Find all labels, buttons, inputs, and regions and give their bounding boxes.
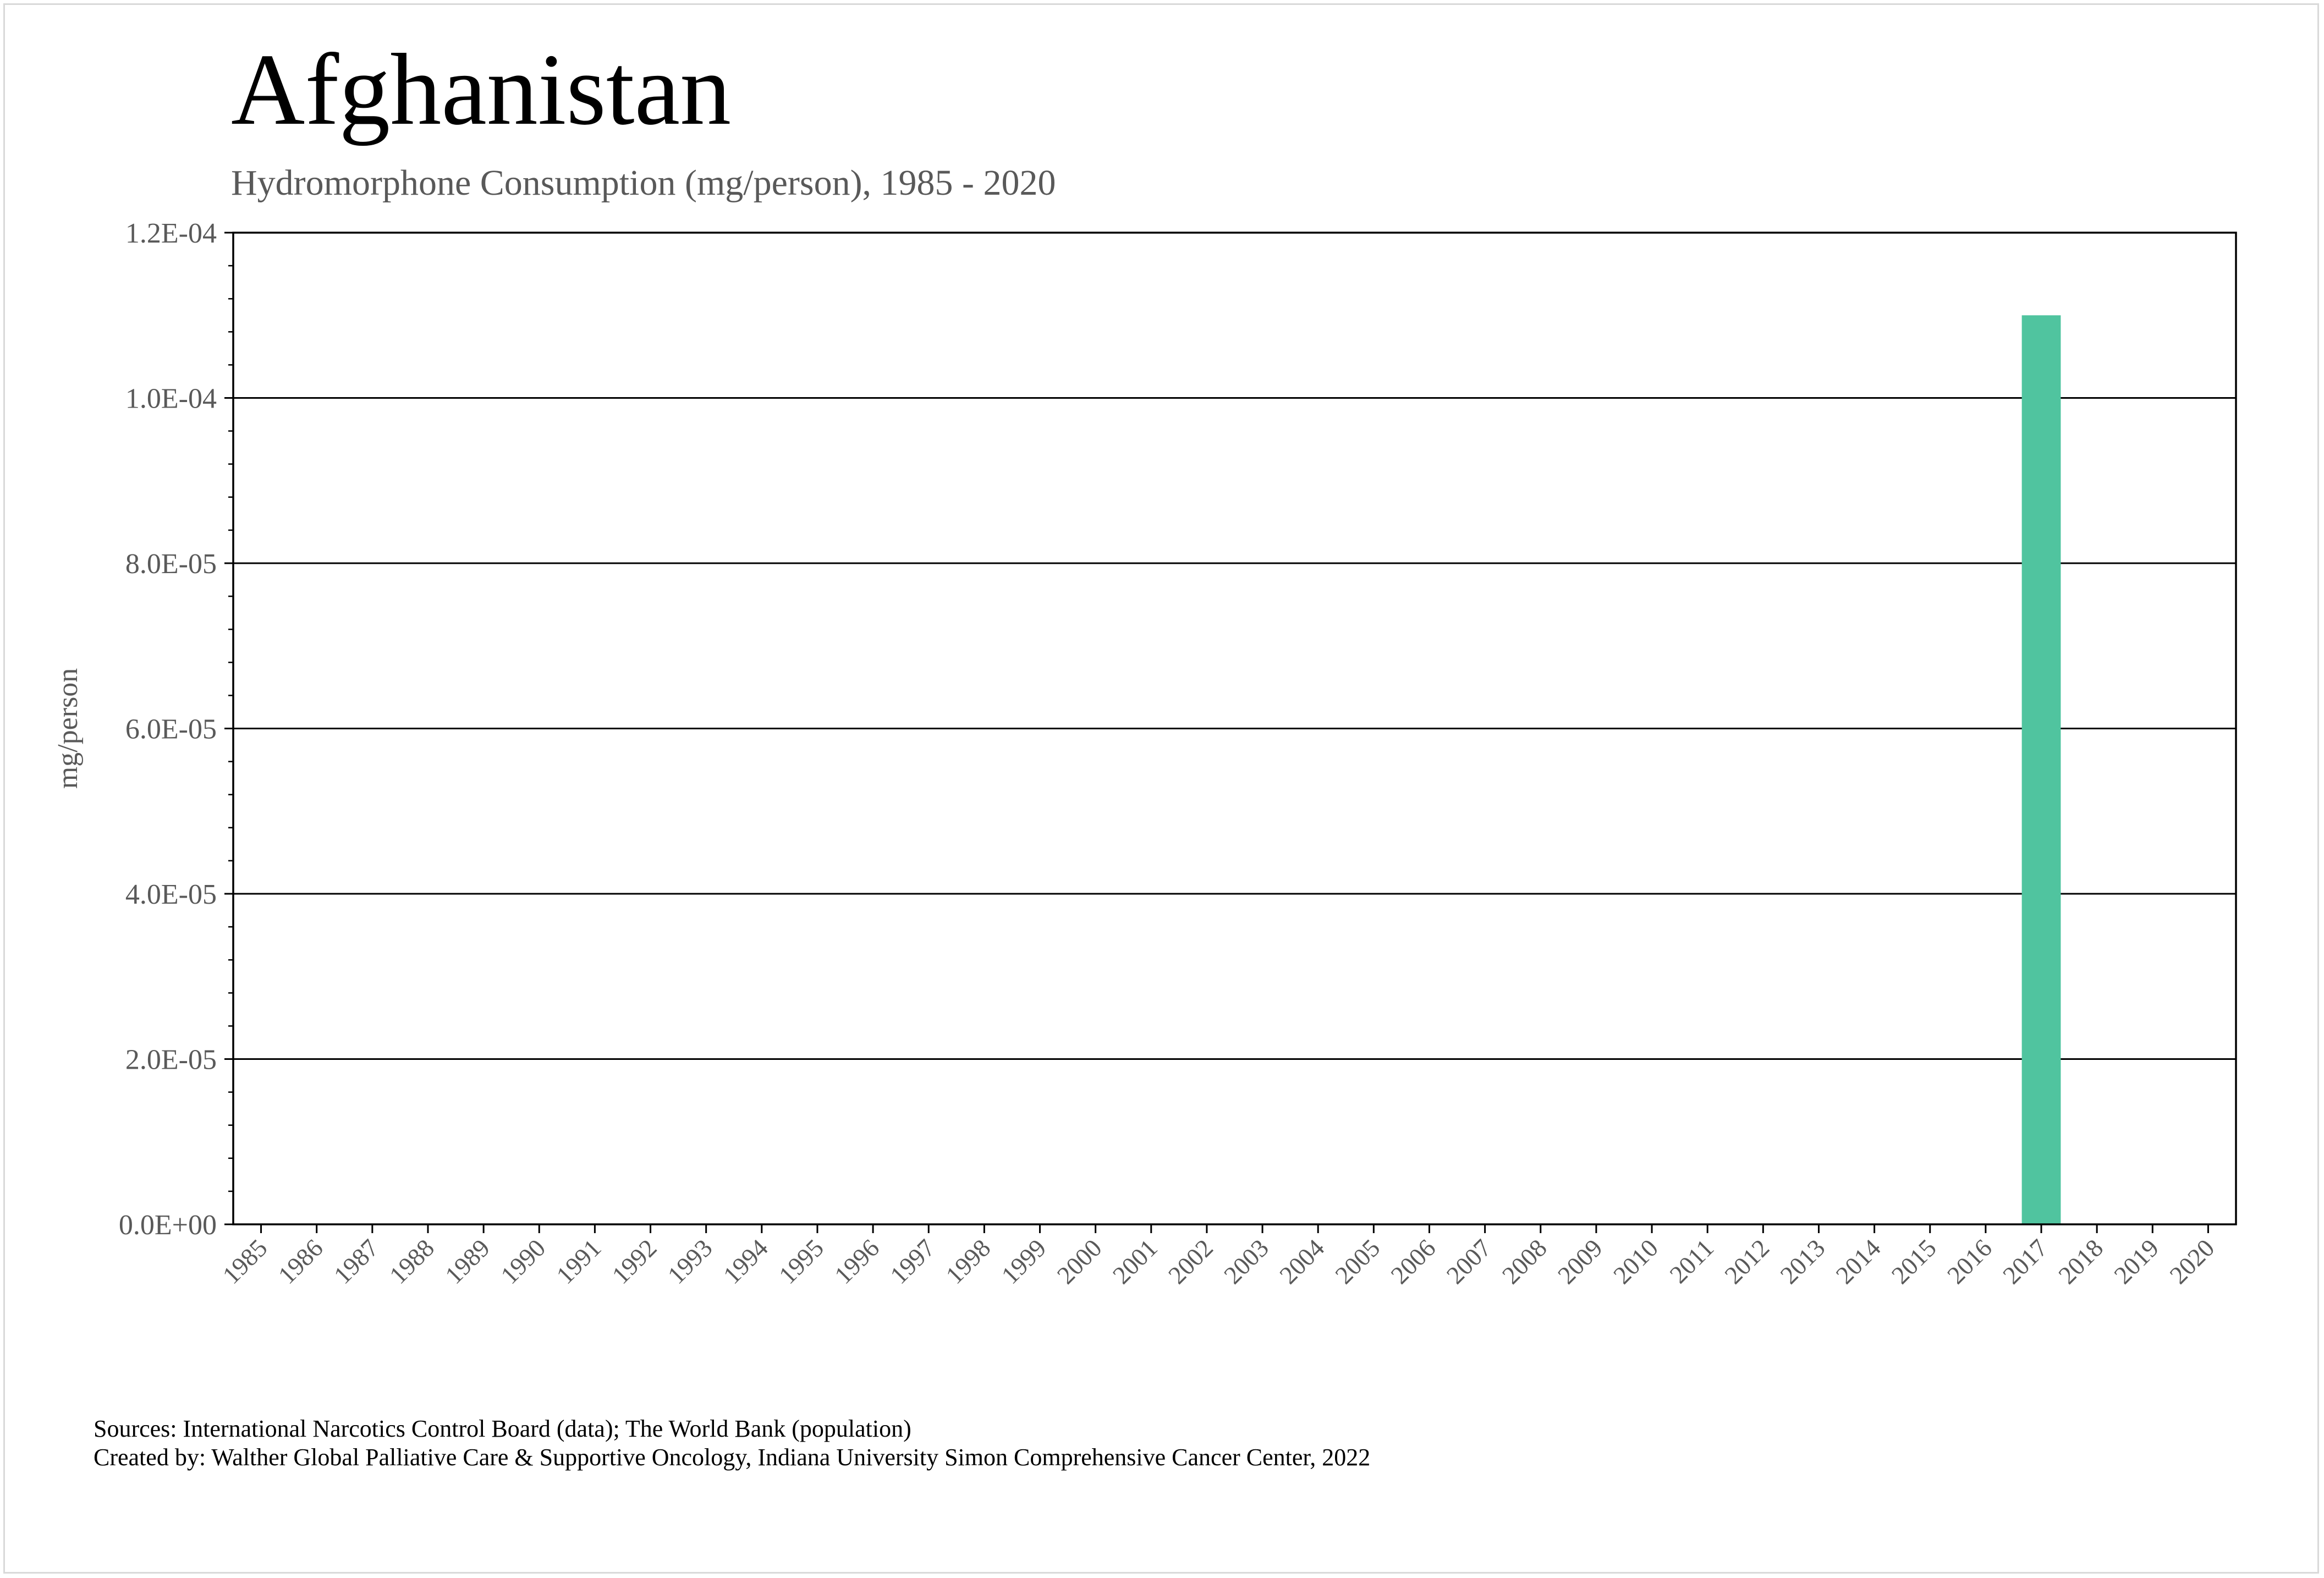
- x-tick-label: 2019: [2108, 1234, 2164, 1289]
- x-tick-label: 1988: [384, 1234, 439, 1289]
- y-axis-label: mg/person: [52, 668, 84, 789]
- x-tick-label: 2016: [1942, 1234, 1997, 1289]
- x-tick-label: 2002: [1163, 1234, 1218, 1289]
- x-tick-label: 1991: [551, 1234, 606, 1289]
- chart-footer: Sources: International Narcotics Control…: [94, 1415, 1370, 1472]
- x-tick-label: 2012: [1719, 1234, 1774, 1289]
- x-tick-label: 1993: [662, 1234, 718, 1289]
- y-tick-label: 1.0E-04: [125, 383, 217, 415]
- y-tick-label: 1.2E-04: [125, 218, 217, 249]
- x-tick-label: 1995: [773, 1234, 829, 1289]
- x-tick-label: 2018: [2053, 1234, 2108, 1289]
- x-tick-label: 1987: [328, 1234, 384, 1289]
- y-tick-label: 0.0E+00: [119, 1209, 217, 1241]
- bar: [2021, 315, 2061, 1224]
- created-by-note: Created by: Walther Global Palliative Ca…: [94, 1444, 1371, 1471]
- y-tick-label: 8.0E-05: [125, 548, 217, 580]
- x-tick-label: 2011: [1664, 1234, 1719, 1289]
- x-tick-label: 2005: [1329, 1234, 1385, 1289]
- chart-subtitle: Hydromorphone Consumption (mg/person), 1…: [231, 163, 1056, 203]
- x-tick-label: 2006: [1385, 1234, 1441, 1289]
- chart-title: Afghanistan: [231, 33, 732, 146]
- x-tick-label: 2013: [1774, 1234, 1830, 1289]
- x-tick-label: 1992: [606, 1234, 662, 1289]
- x-tick-label: 2014: [1831, 1234, 1886, 1289]
- x-tick-label: 1999: [996, 1234, 1051, 1289]
- y-tick-label: 6.0E-05: [125, 714, 217, 745]
- x-tick-label: 1998: [940, 1234, 996, 1289]
- x-tick-label: 2007: [1441, 1234, 1497, 1289]
- x-tick-label: 2008: [1497, 1234, 1552, 1289]
- x-tick-label: 2020: [2164, 1234, 2219, 1289]
- x-tick-label: 1994: [718, 1234, 773, 1289]
- plot-area-border: [232, 232, 2237, 1225]
- x-tick-label: 2015: [1886, 1234, 1942, 1289]
- x-tick-label: 2010: [1608, 1234, 1663, 1289]
- y-tick-label: 4.0E-05: [125, 879, 217, 910]
- x-tick-label: 1997: [884, 1234, 940, 1289]
- sources-note: Sources: International Narcotics Control…: [94, 1415, 911, 1442]
- x-tick-label: 2004: [1274, 1234, 1329, 1289]
- x-tick-label: 1986: [273, 1234, 328, 1289]
- x-tick-label: 1985: [217, 1234, 273, 1289]
- x-tick-label: 2001: [1107, 1234, 1163, 1289]
- x-tick-label: 2017: [1997, 1234, 2053, 1289]
- x-tick-label: 2009: [1552, 1234, 1608, 1289]
- x-tick-label: 1990: [495, 1234, 551, 1289]
- y-tick-label: 2.0E-05: [125, 1044, 217, 1076]
- x-tick-label: 1989: [439, 1234, 495, 1289]
- x-tick-label: 2000: [1052, 1234, 1107, 1289]
- chart-frame: [3, 3, 2319, 1574]
- x-tick-label: 1996: [829, 1234, 884, 1289]
- x-tick-label: 2003: [1218, 1234, 1274, 1289]
